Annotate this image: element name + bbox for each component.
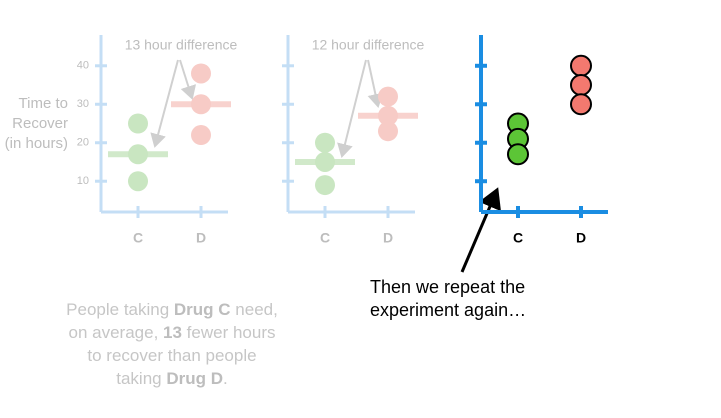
point [191,125,211,146]
point [378,121,398,142]
x-tick-label: C [513,230,523,246]
caption-text: . [223,369,228,388]
caption-text: fewer hours [181,323,276,342]
caption-text: to recover than people [87,346,257,365]
x-tick-label: D [196,230,206,246]
annotation: 13 hour difference [125,37,238,53]
point [315,132,335,153]
x-tick-label: C [320,230,330,246]
point [128,171,148,192]
caption-text: People taking [66,300,174,319]
point [128,113,148,134]
caption-bold: Drug D [166,369,224,388]
y-axis-label: Time to [19,95,68,112]
note-line: Then we repeat the [370,277,526,297]
caption-text: taking [116,369,167,388]
arrow [337,59,367,158]
point [570,93,592,116]
difference-arrows [150,59,384,158]
y-tick-label: 40 [77,60,89,72]
y-tick-label: 20 [77,137,89,149]
point [570,74,592,97]
point [570,54,592,77]
x-tick-label: D [576,230,586,246]
point [507,143,529,166]
point [191,63,211,84]
y-tick-label: 10 [77,175,89,187]
caption: People taking Drug C need, on average, 1… [22,298,322,390]
note-line: experiment again… [370,300,527,320]
point [378,86,398,107]
arrow [150,59,179,148]
point [315,175,335,196]
y-axis-label: Recover [12,115,68,132]
note: Then we repeat the experiment again… [370,276,526,322]
x-tick-label: D [383,230,393,246]
annotation: 12 hour difference [312,37,425,53]
arrow [367,59,384,108]
y-tick-label: 30 [77,98,89,110]
caption-bold: 13 [163,323,182,342]
note-arrow [460,187,501,273]
caption-text: on average, [68,323,164,342]
y-axis-label: (in hours) [5,135,68,152]
x-tick-label: C [133,230,143,246]
caption-text: need, [230,300,278,319]
arrow [179,59,197,100]
caption-bold: Drug C [173,300,231,319]
